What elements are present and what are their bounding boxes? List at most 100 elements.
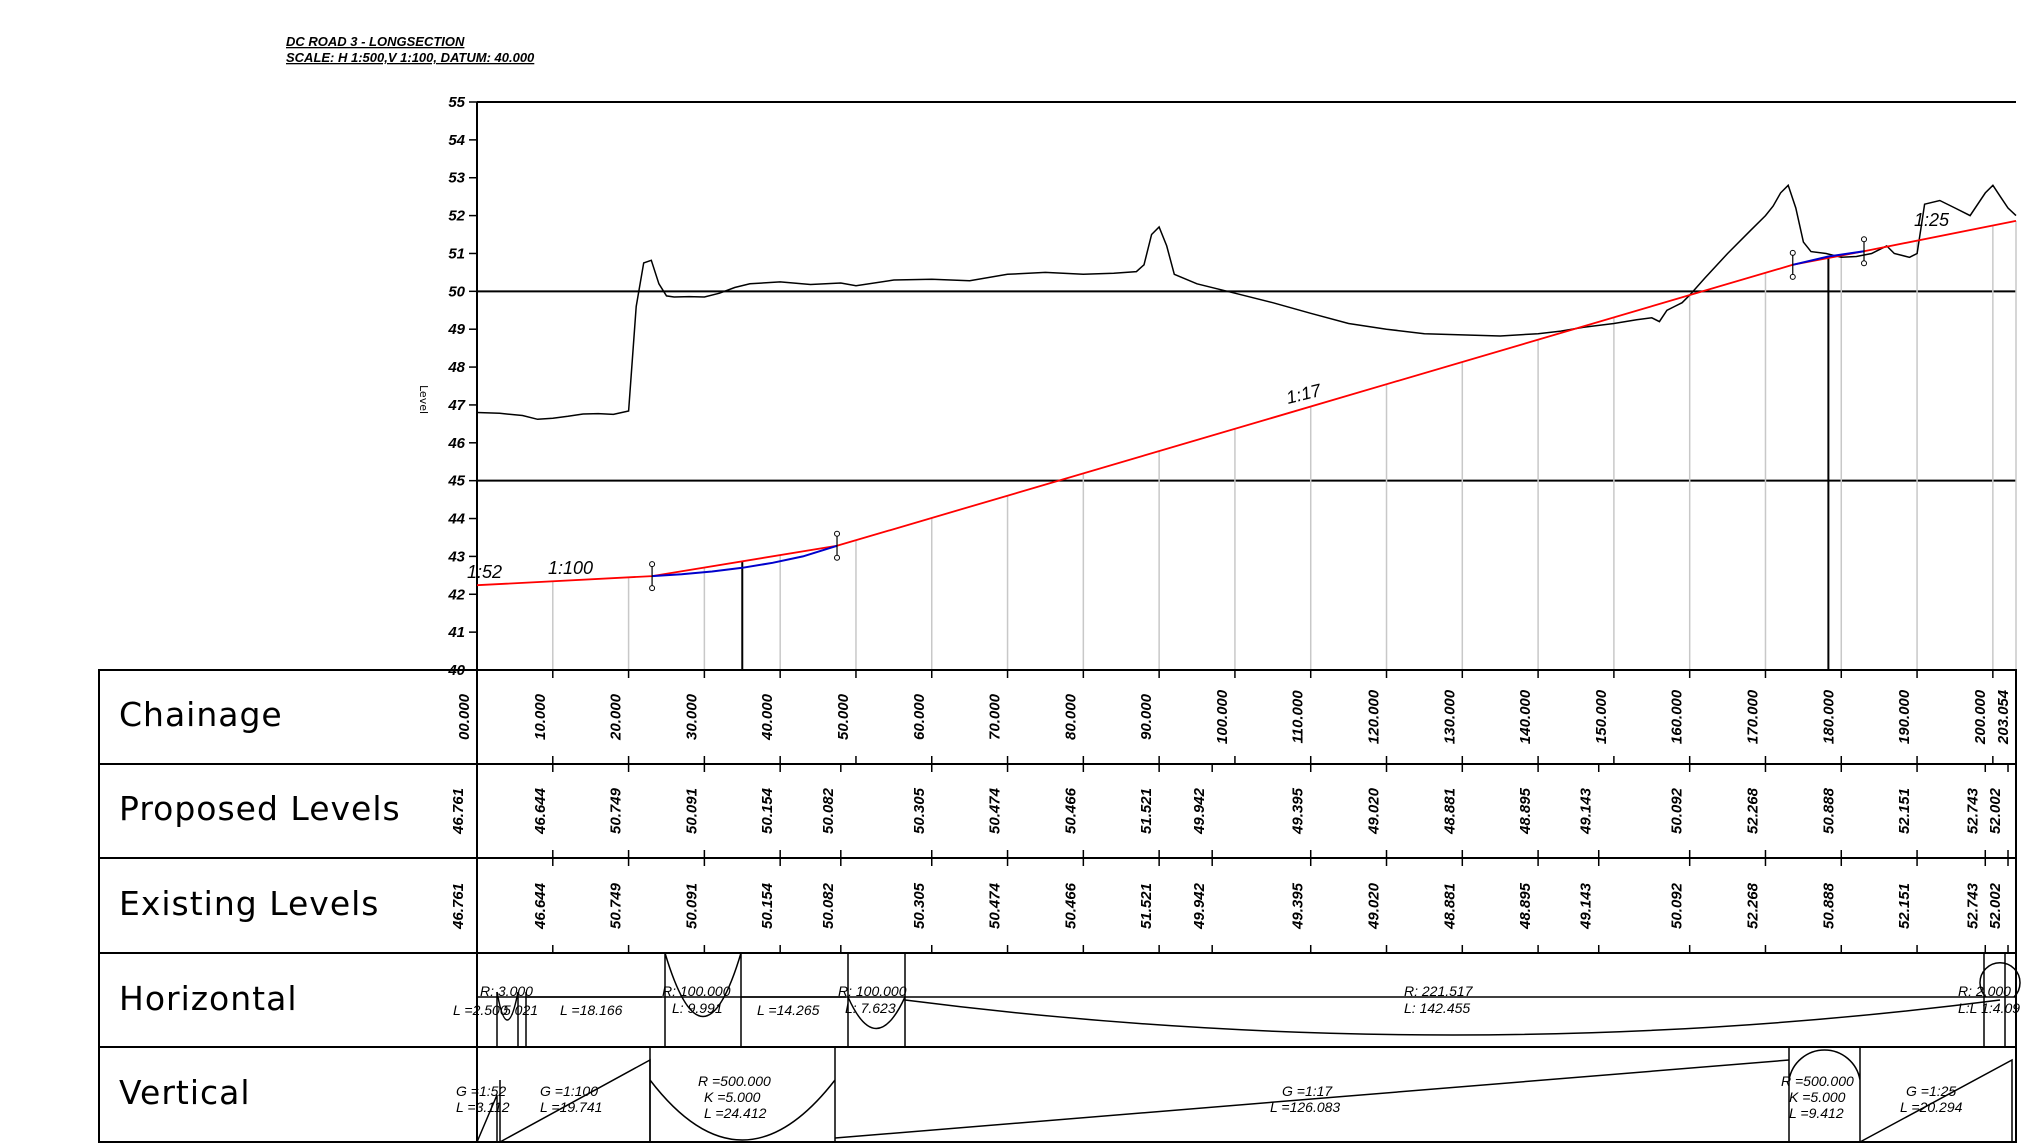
proposed-level-value: 48.895 [1517,787,1534,835]
data-table: Chainage Proposed Levels Existing Levels… [98,669,2021,1143]
h-length-1: L =2.500 [453,1002,508,1018]
row-header-horizontal: Horizontal [119,979,298,1018]
chainage-values: 00.000 10.000 20.000 30.000 40.000 50.000 60.0… [456,670,2017,764]
proposed-level-value: 50.888 [1820,787,1837,834]
existing-level-value: 49.020 [1366,882,1383,930]
v-curve-2 [1788,1047,1861,1142]
curve-marker [834,530,841,537]
curve-marker [1789,273,1796,280]
proposed-level-values: 46.761 46.644 50.749 50.091 50.154 50.082 50.3… [450,764,2009,858]
existing-level-value: 52.268 [1744,882,1761,929]
v-curve-1-r: R =500.000 [698,1073,771,1089]
y-tick-label: 42 [447,586,465,603]
horizontal-segment-ticks [496,992,527,1047]
existing-level-values: 46.761 46.644 50.749 50.091 50.154 50.082 50.3… [450,858,2009,953]
v-curve-1-l: L =24.412 [704,1105,767,1121]
proposed-level-value: 49.143 [1578,787,1595,835]
chainage-value: 100.000 [1214,689,1231,744]
existing-level-value: 49.143 [1578,882,1595,930]
existing-level-value: 48.895 [1517,882,1534,930]
v-grade-4-g: G =1:25 [1906,1083,1956,1099]
proposed-level-value: 50.466 [1062,787,1079,834]
v-grade-1-g: G =1:52 [456,1083,506,1099]
existing-level-value: 50.091 [683,883,700,929]
vertical-curve-line [652,544,838,578]
profile-lines [476,183,2017,592]
proposed-level-value: 50.082 [820,787,837,834]
existing-level-value: 49.942 [1191,882,1208,930]
grade-label-1: 1:52 [467,562,502,582]
h-radius-2: R: 100.000 [662,983,731,999]
proposed-level-value: 46.644 [532,787,549,835]
y-tick-label: 44 [447,511,465,528]
y-tick-label: 45 [447,473,465,490]
proposed-level-value: 50.091 [683,788,700,834]
v-grade-2-g: G =1:100 [540,1083,598,1099]
chainage-value: 180.000 [1820,689,1837,744]
proposed-level-value: 49.942 [1191,787,1208,835]
chainage-value: 200.000 [1972,689,1989,745]
y-tick-label: 48 [447,359,465,376]
h-length-2: L =18.166 [560,1002,623,1018]
curve-marker [1789,249,1796,256]
proposed-level-value: 51.521 [1138,788,1155,834]
horizontal-alignment-row: R: 3.000 L =2.500 5.021 L =18.166 R: 100… [453,952,2021,1047]
v-grade-4-l: L =20.294 [1900,1099,1963,1115]
table-border [98,669,2017,1143]
curve-marker [1861,236,1868,243]
existing-level-value: 46.761 [450,883,467,930]
h-length-5: L: 7.623 [845,1000,896,1016]
proposed-design-line [476,220,2017,587]
h-radius-4: R: 221.517 [1404,983,1474,999]
y-tick-label: 54 [448,132,465,149]
y-tick-label: 41 [447,624,465,641]
y-tick-label: 50 [448,283,465,300]
horizontal-curve-2 [664,952,742,1047]
existing-level-value: 50.474 [987,882,1004,929]
v-grade-2-l: L =19.741 [540,1099,602,1115]
proposed-level-value: 48.881 [1441,788,1458,835]
y-tick-label: 43 [447,548,465,565]
grade-label-4: 1:25 [1914,210,1950,230]
chainage-value: 50.000 [835,693,852,740]
existing-level-value: 52.743 [1964,882,1981,929]
chainage-value: 40.000 [759,693,776,741]
chainage-value: 170.000 [1744,689,1761,744]
horizontal-curve-5 [1979,953,2021,1047]
v-grade-1-l: L =3.112 [456,1099,510,1115]
proposed-level-value: 49.395 [1290,787,1307,835]
existing-level-value: 50.466 [1062,882,1079,929]
existing-level-value: 50.305 [911,882,928,929]
existing-level-value: 49.395 [1290,882,1307,930]
chainage-value: 190.000 [1896,689,1913,744]
horizontal-curve-4 [904,999,2001,1036]
proposed-level-value: 52.268 [1744,787,1761,834]
y-tick-label: 47 [447,397,465,414]
vertical-alignment-row: G =1:52 L =3.112 G =1:100 L =19.741 R =5… [456,1047,2013,1143]
existing-level-value: 50.749 [608,882,625,929]
y-tick-label: 52 [448,208,465,225]
existing-level-value: 52.002 [1987,882,2004,929]
existing-level-value: 50.082 [820,882,837,929]
chainage-value: 80.000 [1062,693,1079,740]
h-length-4: L =14.265 [757,1002,820,1018]
v-curve-2-r: R =500.000 [1781,1073,1854,1089]
proposed-level-value: 52.151 [1896,788,1913,834]
existing-level-value: 46.644 [532,882,549,930]
proposed-level-value: 50.305 [911,787,928,834]
chainage-value: 110.000 [1290,690,1307,744]
v-grade-3-g: G =1:17 [1282,1083,1333,1099]
chainage-value: 30.000 [683,693,700,740]
h-radius-1: R: 3.000 [480,983,533,999]
horizontal-curve-1 [496,991,519,1021]
v-curve-2-k: K =5.000 [1789,1089,1846,1105]
chainage-value: 120.000 [1366,689,1383,744]
proposed-level-value: 46.761 [450,788,467,835]
proposed-level-value: 49.020 [1366,787,1383,835]
chainage-value: 90.000 [1138,693,1155,740]
y-tick-label: 55 [448,94,465,111]
existing-level-value: 50.888 [1820,882,1837,929]
existing-ground-line [476,183,2017,421]
chainage-value: 140.000 [1517,689,1534,744]
